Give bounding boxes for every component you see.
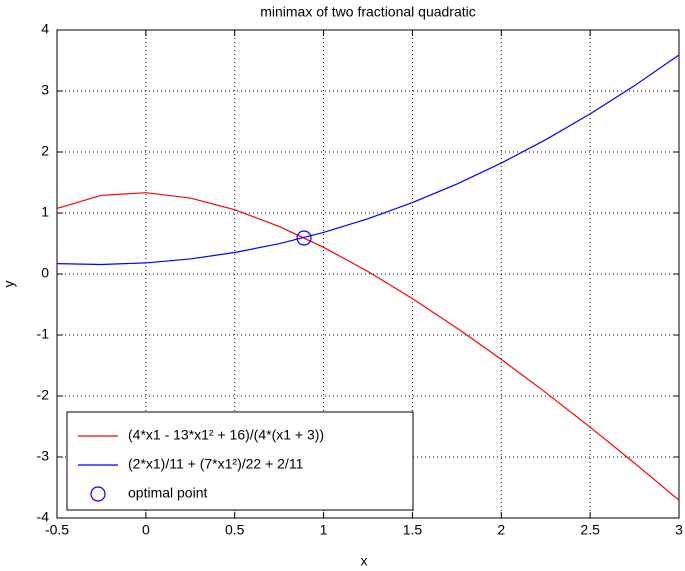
y-tick-label: 2 [41, 143, 49, 159]
data-line [56, 192, 680, 501]
y-tick-label: 0 [41, 265, 49, 281]
y-tick-label: -1 [37, 326, 50, 342]
x-tick-label: 0 [142, 522, 150, 538]
x-tick-label: -0.5 [45, 522, 69, 538]
legend-label: (2*x1)/11 + (7*x1²)/22 + 2/11 [128, 456, 304, 472]
x-tick-label: 2 [497, 522, 505, 538]
legend: (4*x1 - 13*x1² + 16)/(4*(x1 + 3)) (2*x1)/… [66, 411, 414, 511]
data-line [56, 54, 680, 266]
data-point [296, 230, 312, 246]
legend-box [66, 411, 414, 511]
legend-label: optimal point [128, 485, 207, 501]
y-tick-label: 3 [41, 82, 49, 98]
x-tick-label: 1.5 [403, 522, 423, 538]
x-axis-label: x [361, 553, 368, 569]
y-tick-label: 4 [41, 21, 49, 37]
y-tick-label: -4 [37, 509, 50, 525]
x-tick-label: 1 [320, 522, 328, 538]
y-tick-label: -3 [37, 448, 50, 464]
x-tick-label: 2.5 [580, 522, 600, 538]
y-axis-label: y [1, 281, 17, 288]
legend-marker [90, 486, 106, 502]
y-tick-label: 1 [41, 204, 49, 220]
chart-title: minimax of two fractional quadratic [260, 4, 476, 20]
x-tick-label: 0.5 [225, 522, 245, 538]
legend-label: (4*x1 - 13*x1² + 16)/(4*(x1 + 3)) [128, 427, 324, 443]
plot-frame [56, 29, 680, 519]
x-tick-label: 3 [675, 522, 683, 538]
y-tick-label: -2 [37, 387, 50, 403]
